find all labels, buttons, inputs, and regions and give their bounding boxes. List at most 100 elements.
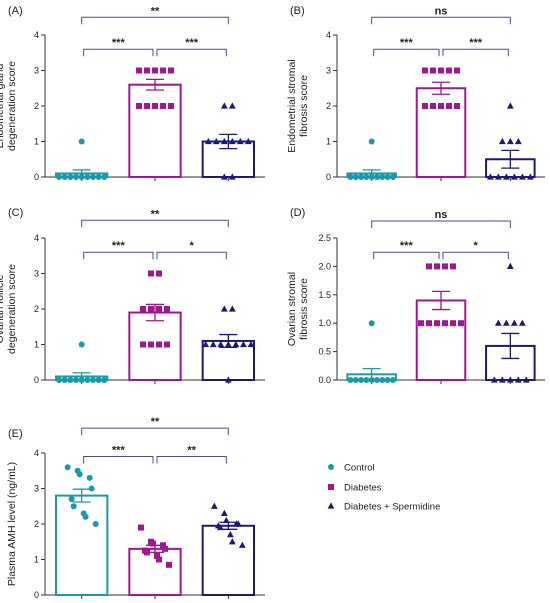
y-axis-label: degeneration score	[6, 61, 18, 151]
data-point	[84, 377, 91, 383]
data-point	[138, 524, 144, 531]
y-axis-label: Ovarian follicle	[0, 274, 6, 343]
data-point	[490, 376, 498, 383]
significance-bracket	[156, 251, 227, 260]
data-point	[90, 377, 96, 383]
data-point	[88, 485, 95, 492]
data-point	[352, 174, 359, 180]
data-point	[160, 103, 166, 109]
data-point	[494, 173, 502, 180]
y-axis-label: Ovarian stromal	[286, 272, 298, 346]
y-axis-label: fibrosis score	[298, 278, 310, 340]
data-point	[210, 502, 218, 509]
data-point	[152, 103, 158, 109]
y-tick-label: 0	[34, 172, 39, 182]
data-point	[454, 103, 460, 109]
data-point	[164, 341, 170, 348]
legend-marker-1	[328, 464, 334, 470]
y-tick-label: 3	[34, 484, 39, 494]
data-point	[506, 102, 514, 109]
significance-label: *	[190, 240, 195, 252]
data-point	[502, 319, 510, 326]
significance-label: ns	[435, 5, 448, 17]
y-tick-label: 2	[34, 101, 39, 111]
data-point	[518, 173, 526, 180]
panel-label: (A)	[8, 5, 23, 17]
data-point	[220, 305, 228, 312]
significance-bracket	[442, 48, 509, 57]
data-point	[368, 138, 375, 145]
data-point	[434, 320, 440, 327]
data-point	[379, 174, 386, 180]
significance-bracket	[371, 16, 511, 25]
data-point	[368, 174, 375, 180]
data-point	[498, 137, 506, 145]
data-point	[212, 137, 220, 145]
significance-label: *	[474, 240, 479, 252]
data-point	[220, 102, 228, 109]
data-point	[166, 561, 172, 568]
data-point	[506, 137, 514, 145]
data-point	[438, 103, 444, 109]
significance-label: ***	[400, 240, 414, 252]
data-point	[56, 377, 62, 383]
significance-bracket	[373, 48, 440, 57]
data-point	[148, 341, 154, 348]
data-point	[162, 545, 168, 552]
data-point	[73, 377, 79, 383]
data-point	[68, 496, 75, 503]
data-point	[430, 67, 436, 74]
significance-label: ***	[112, 445, 126, 457]
significance-label: ***	[400, 37, 414, 49]
data-point	[144, 67, 150, 74]
data-point	[156, 306, 162, 312]
y-tick-label: 3	[34, 66, 39, 76]
data-point	[64, 464, 71, 471]
y-tick-label: 2.0	[318, 261, 331, 271]
data-point	[144, 549, 150, 556]
data-point	[363, 174, 370, 180]
data-point	[156, 341, 162, 348]
significance-label: ***	[112, 37, 126, 49]
data-point	[90, 174, 96, 180]
data-point	[450, 320, 456, 327]
data-point	[518, 319, 526, 326]
data-point	[228, 305, 236, 312]
significance-bracket	[156, 48, 227, 57]
bar-2	[415, 87, 467, 178]
y-tick-label: 3	[326, 66, 331, 76]
legend-marker-3	[327, 502, 335, 509]
data-point	[156, 270, 162, 277]
data-point	[228, 173, 236, 180]
data-point	[446, 67, 452, 74]
chart-panel-1: (A) 0 1 2 3 4 Endometrial gland degeneration sc…	[0, 5, 265, 182]
data-point	[136, 67, 142, 74]
data-point	[61, 174, 68, 180]
data-point	[514, 376, 522, 383]
data-point	[373, 377, 380, 383]
data-point	[140, 306, 146, 312]
data-point	[486, 173, 494, 180]
data-point	[506, 376, 514, 383]
significance-bracket	[83, 456, 154, 464]
data-point	[164, 306, 170, 312]
data-point	[236, 137, 244, 145]
data-point	[458, 320, 464, 327]
panel-label: (D)	[290, 207, 305, 219]
data-point	[148, 306, 154, 312]
data-point	[216, 523, 224, 531]
significance-bracket	[442, 251, 509, 260]
data-point	[61, 377, 68, 383]
legend-label-2: Diabetes	[344, 483, 382, 494]
y-tick-label: 0	[34, 590, 39, 600]
y-tick-label: 0.0	[318, 375, 331, 385]
data-point	[514, 137, 522, 145]
data-point	[67, 377, 74, 383]
data-point	[92, 521, 99, 527]
y-tick-label: 1	[34, 555, 39, 565]
data-point	[442, 320, 448, 327]
significance-label: **	[151, 416, 160, 428]
data-point	[384, 377, 391, 383]
y-axis-label: Endometrial stromal	[286, 59, 298, 152]
data-point	[150, 540, 156, 547]
